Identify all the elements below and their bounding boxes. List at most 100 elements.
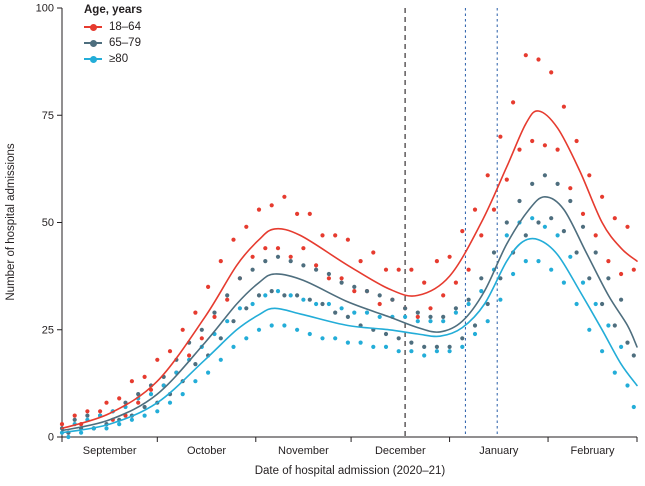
data-point xyxy=(371,250,376,255)
legend-label-18-64: 18–64 xyxy=(109,21,141,33)
data-point xyxy=(447,254,452,259)
trend-line-18–64 xyxy=(61,110,638,430)
data-point xyxy=(326,276,331,281)
legend-label-80plus: ≥80 xyxy=(109,53,129,65)
legend: Age, years 18–64 65–79 ≥80 xyxy=(84,4,142,67)
trend-line-≥80 xyxy=(61,237,638,434)
data-point xyxy=(314,267,319,272)
data-point xyxy=(549,70,554,75)
data-point xyxy=(269,289,274,294)
data-point xyxy=(396,349,401,354)
data-point xyxy=(263,293,268,298)
data-point xyxy=(212,314,217,319)
data-point xyxy=(269,323,274,328)
data-point xyxy=(352,310,357,315)
data-point xyxy=(460,229,465,234)
data-point xyxy=(129,417,134,422)
legend-marker-80plus-icon xyxy=(84,55,102,63)
data-point xyxy=(574,301,579,307)
data-point xyxy=(225,319,230,324)
data-point xyxy=(225,293,230,298)
data-point xyxy=(625,340,630,345)
data-point xyxy=(85,409,90,414)
reference-lines xyxy=(404,8,498,437)
x-tick-label: December xyxy=(375,445,426,457)
data-point xyxy=(282,323,287,328)
data-point xyxy=(180,392,185,397)
data-point xyxy=(466,297,471,302)
data-point xyxy=(568,186,573,191)
x-tick-label: November xyxy=(278,445,329,457)
data-point xyxy=(136,392,141,397)
data-point xyxy=(631,404,636,410)
data-point xyxy=(542,224,548,229)
data-point xyxy=(352,284,357,289)
data-point xyxy=(218,336,223,341)
data-point xyxy=(180,327,185,332)
data-point xyxy=(237,276,242,281)
data-point xyxy=(479,276,484,281)
data-point xyxy=(301,297,306,302)
data-point xyxy=(155,409,160,414)
data-point xyxy=(155,357,160,362)
data-point xyxy=(568,254,573,259)
data-point xyxy=(358,259,363,264)
data-point xyxy=(142,413,147,418)
data-point xyxy=(218,259,223,264)
data-point xyxy=(593,250,598,255)
data-point xyxy=(231,344,236,349)
data-point xyxy=(466,267,471,272)
data-point xyxy=(237,306,242,311)
data-point xyxy=(619,297,624,302)
data-point xyxy=(345,340,350,345)
data-point xyxy=(377,293,382,298)
data-point xyxy=(339,306,344,311)
data-point xyxy=(326,271,331,277)
data-point xyxy=(206,284,211,289)
data-point xyxy=(244,336,249,341)
data-point xyxy=(275,289,281,294)
data-point xyxy=(333,233,338,238)
data-point xyxy=(409,349,414,354)
data-point xyxy=(580,280,586,285)
data-point xyxy=(72,413,77,418)
data-point xyxy=(364,310,370,315)
data-point xyxy=(403,306,408,311)
data-point xyxy=(415,314,420,319)
data-point xyxy=(428,314,433,319)
data-point xyxy=(250,254,255,259)
data-point xyxy=(288,293,293,298)
data-point xyxy=(371,344,376,349)
data-point xyxy=(504,177,509,182)
data-point xyxy=(453,280,458,285)
data-point xyxy=(587,327,592,332)
data-point xyxy=(530,216,535,221)
legend-label-65-79: 65–79 xyxy=(109,37,141,49)
data-point xyxy=(587,276,592,281)
data-point xyxy=(625,383,630,388)
data-point xyxy=(352,289,357,294)
x-tick-label: January xyxy=(479,445,519,457)
data-point xyxy=(275,246,281,251)
data-point xyxy=(263,259,268,264)
data-point xyxy=(225,297,230,302)
data-point xyxy=(409,340,414,345)
data-point xyxy=(104,426,109,431)
data-point xyxy=(606,259,611,264)
data-point xyxy=(358,340,363,345)
data-point xyxy=(612,216,617,221)
data-point xyxy=(447,344,452,349)
data-point xyxy=(536,259,541,264)
data-point xyxy=(314,263,319,268)
x-axis-title: Date of hospital admission (2020–21) xyxy=(255,465,446,477)
data-point xyxy=(434,259,439,264)
data-point xyxy=(631,353,636,358)
data-point xyxy=(580,224,586,229)
data-point xyxy=(498,134,503,139)
data-point xyxy=(453,310,458,315)
data-point xyxy=(244,224,249,229)
data-point xyxy=(549,216,554,221)
data-point xyxy=(504,233,509,238)
data-point xyxy=(422,353,427,358)
